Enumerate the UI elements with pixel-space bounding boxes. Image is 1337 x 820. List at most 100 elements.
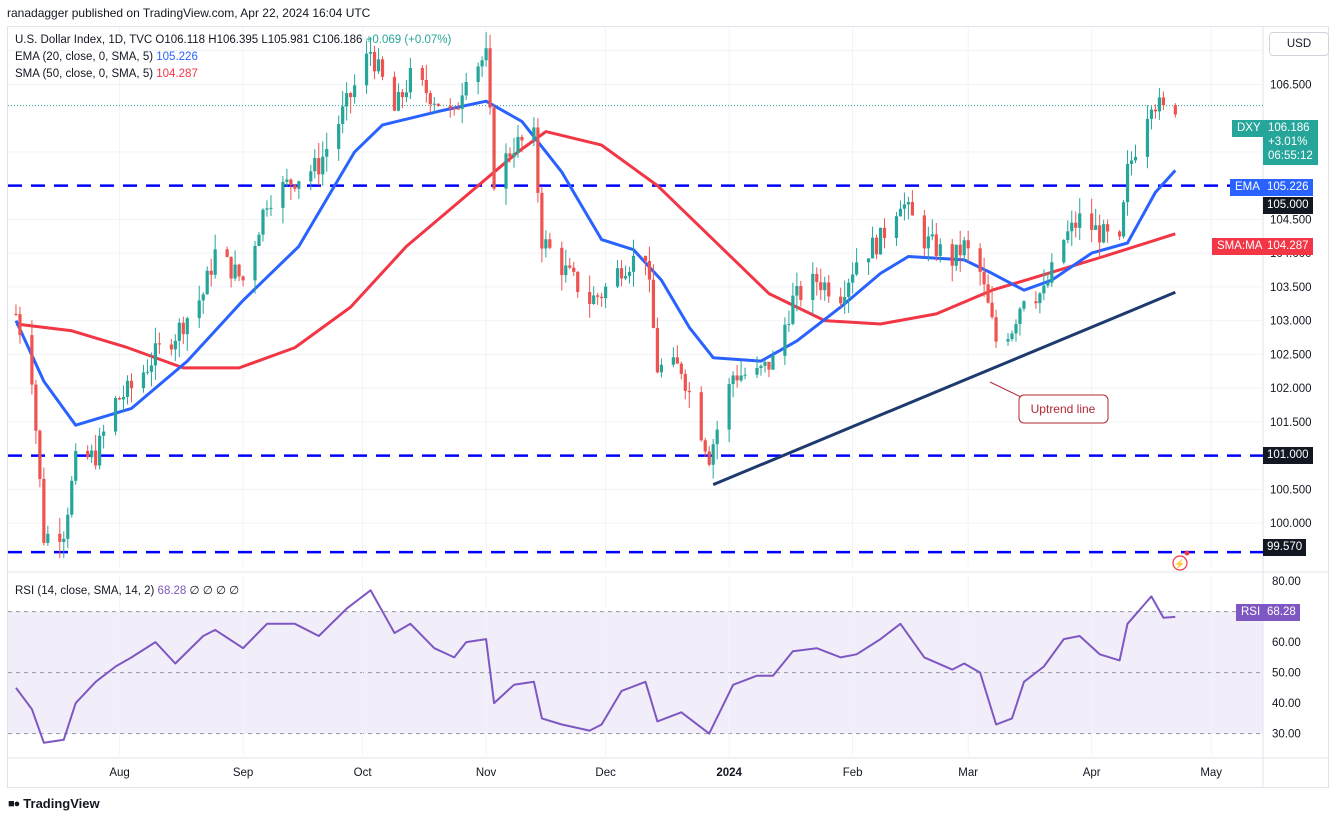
x-tick-label: Feb — [843, 767, 863, 779]
candle-body — [576, 271, 580, 292]
candle-body — [1157, 97, 1162, 112]
candle-body — [197, 300, 201, 319]
candle-body — [631, 255, 636, 272]
tradingview-logo[interactable]: ■● TradingView — [8, 796, 100, 811]
y-tick-label: 101.500 — [1270, 417, 1312, 429]
candle-body — [396, 92, 401, 111]
candle-body — [376, 59, 381, 72]
y-tick-label: 103.500 — [1270, 282, 1312, 294]
candle-body — [492, 107, 496, 189]
candle-body — [910, 202, 914, 216]
candle-body — [337, 123, 341, 150]
candle-body — [30, 335, 34, 385]
candle-body — [476, 66, 480, 83]
candle-body — [213, 249, 217, 275]
publisher-header: ranadagger published on TradingView.com,… — [7, 6, 371, 20]
candle-body — [404, 92, 409, 98]
candle-body — [1038, 293, 1042, 304]
candle-body — [966, 240, 970, 249]
candle-body — [623, 276, 628, 279]
x-tick-label: May — [1200, 767, 1222, 779]
candle-body — [253, 245, 257, 281]
candle-body — [699, 392, 703, 441]
candle-body — [930, 234, 934, 237]
candle-body — [153, 343, 158, 366]
candle-body — [484, 48, 488, 61]
candle-body — [767, 361, 771, 370]
dxy-symbol-tag: DXY — [1232, 120, 1266, 137]
candle-body — [564, 265, 568, 276]
alert-dot — [1184, 550, 1190, 556]
candle-body — [878, 227, 883, 255]
candle-body — [209, 270, 213, 275]
rsi-y-tick-label: 60.00 — [1272, 637, 1301, 649]
tradingview-logo-icon: ■● — [8, 797, 20, 810]
candle-body — [799, 285, 803, 301]
candle-body — [615, 268, 620, 287]
candle-body — [74, 450, 78, 481]
x-tick-label: Aug — [109, 767, 129, 779]
y-tick-label: 102.000 — [1270, 383, 1312, 395]
candle-body — [847, 282, 851, 297]
candle-body — [241, 276, 245, 281]
candle-body — [906, 202, 911, 205]
candle-body — [731, 375, 735, 385]
currency-button[interactable]: USD — [1269, 32, 1329, 56]
candle-body — [1106, 224, 1110, 232]
legend-sma[interactable]: SMA (50, close, 0, SMA, 5) 104.287 — [15, 68, 198, 80]
legend-rsi-extra: ∅ ∅ ∅ ∅ — [189, 585, 240, 597]
y-tick-label: 104.500 — [1270, 214, 1312, 226]
candle-body — [321, 156, 325, 175]
candle-body — [600, 296, 604, 299]
legend-rsi-value: 68.28 — [157, 585, 187, 597]
level-105-tag: 105.000 — [1263, 197, 1313, 214]
candle-body — [568, 265, 572, 268]
candle-body — [169, 344, 173, 350]
candle-body — [121, 396, 126, 400]
candle-body — [185, 318, 189, 335]
candle-body — [58, 533, 62, 542]
candle-body — [783, 324, 787, 356]
x-tick-label: Apr — [1083, 767, 1101, 779]
y-tick-label: 102.500 — [1270, 349, 1312, 361]
candle-body — [341, 106, 345, 124]
candle-body — [1149, 109, 1154, 119]
level-99-tag: 99.570 — [1263, 539, 1307, 556]
candle-body — [448, 105, 452, 109]
candle-body — [428, 93, 432, 105]
candle-body — [643, 255, 648, 261]
candle-body — [572, 267, 576, 272]
candle-body — [1014, 323, 1018, 334]
candle-body — [480, 60, 484, 67]
candle-body — [1161, 97, 1165, 106]
sma-price-tag: 104.287 — [1263, 238, 1313, 255]
candle-body — [962, 240, 966, 256]
candle-body — [1074, 222, 1078, 228]
legend-ema[interactable]: EMA (20, close, 0, SMA, 5) 105.226 — [15, 51, 198, 63]
candle-body — [532, 127, 536, 141]
candle-body — [317, 158, 321, 175]
rsi-y-tick-label: 40.00 — [1272, 698, 1301, 710]
candle-body — [763, 361, 767, 366]
ema-20-line — [14, 99, 1177, 427]
candle-body — [986, 284, 990, 303]
candle-body — [978, 248, 982, 272]
candle-body — [795, 285, 799, 296]
chart-frame — [7, 26, 1329, 788]
candle-body — [1070, 222, 1074, 232]
candle-body — [902, 204, 907, 209]
candle-body — [1062, 240, 1066, 263]
candle-body — [297, 181, 301, 189]
legend-rsi[interactable]: RSI (14, close, SMA, 14, 2) 68.28 ∅ ∅ ∅ … — [15, 585, 240, 597]
candle-body — [456, 108, 460, 110]
candle-body — [98, 435, 102, 466]
candle-body — [1050, 262, 1054, 283]
candle-body — [1046, 282, 1050, 286]
candle-body — [1145, 118, 1150, 157]
candle-body — [293, 185, 297, 189]
candle-body — [1094, 225, 1098, 230]
candle-body — [141, 372, 146, 389]
candle-body — [349, 93, 353, 98]
candle-body — [265, 208, 269, 210]
